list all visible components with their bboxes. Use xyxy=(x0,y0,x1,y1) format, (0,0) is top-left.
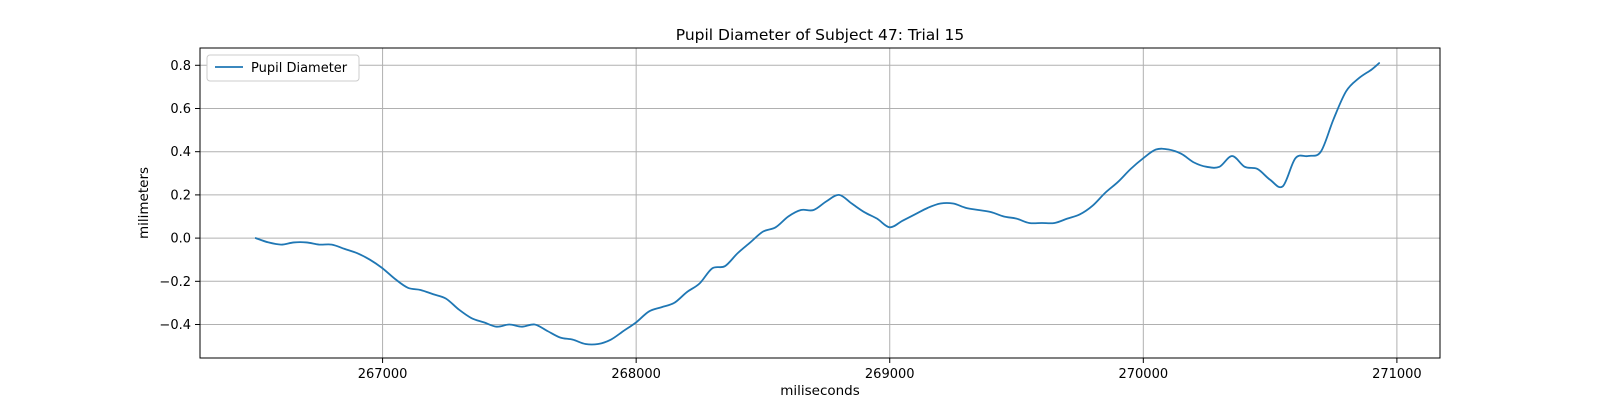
legend: Pupil Diameter xyxy=(206,54,360,82)
legend-box xyxy=(206,54,360,82)
y-tick-label: −0.4 xyxy=(159,318,191,333)
x-tick-label: 269000 xyxy=(865,367,915,382)
y-tick-label: 0.2 xyxy=(170,188,191,203)
y-axis-label: milimeters xyxy=(136,167,152,239)
x-tick-label: 270000 xyxy=(1118,367,1168,382)
axis-ticks: 267000 268000 269000 270000 271000 −0.4 −0.2 0.… xyxy=(159,59,1421,382)
legend-series-label: Pupil Diameter xyxy=(251,61,348,76)
series-layer xyxy=(254,62,1381,346)
x-axis-label: miliseconds xyxy=(780,383,860,399)
grid-lines xyxy=(200,48,1440,358)
series-line-pupil-diameter xyxy=(254,62,1381,346)
y-tick-label: −0.2 xyxy=(159,275,191,290)
plot-frame xyxy=(199,47,1441,359)
x-tick-label: 268000 xyxy=(611,367,661,382)
x-tick-label: 271000 xyxy=(1372,367,1422,382)
y-tick-label: 0.8 xyxy=(170,59,191,74)
y-tick-label: 0.0 xyxy=(170,232,191,247)
chart-title: Pupil Diameter of Subject 47: Trial 15 xyxy=(676,26,965,44)
y-tick-label: 0.4 xyxy=(170,145,191,160)
y-tick-label: 0.6 xyxy=(170,102,191,117)
x-tick-label: 267000 xyxy=(358,367,408,382)
